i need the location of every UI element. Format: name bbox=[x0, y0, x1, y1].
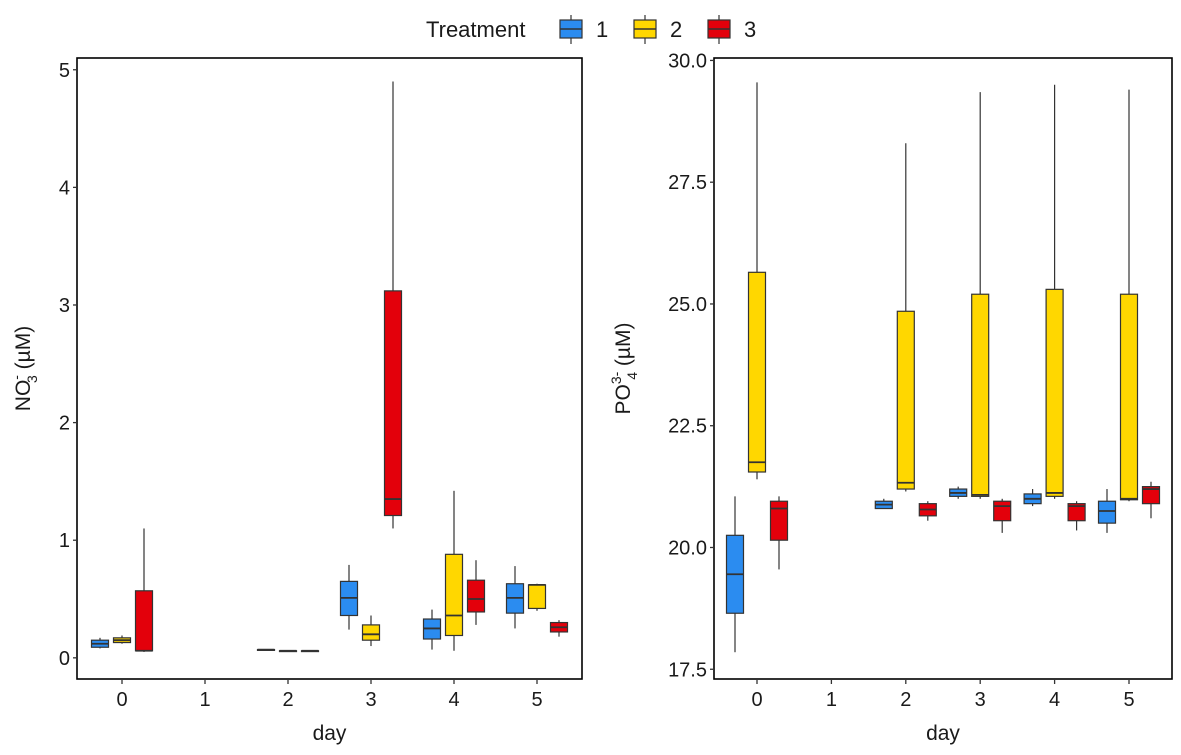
phosphate-ytick-label: 30.0 bbox=[668, 50, 707, 72]
nitrate-box-day0-t1 bbox=[90, 637, 110, 649]
nitrate-xtick-label: 3 bbox=[365, 689, 376, 711]
nitrate-box-day3-t3-iqr-box bbox=[383, 290, 403, 517]
phosphate-x-axis-title: day bbox=[926, 722, 960, 745]
nitrate-ytick-label: 5 bbox=[59, 60, 70, 82]
nitrate-xtick-label: 2 bbox=[282, 689, 293, 711]
nitrate-ytick-label: 2 bbox=[59, 413, 70, 435]
legend-key-treatment-3 bbox=[707, 15, 731, 44]
phosphate-xtick-label: 0 bbox=[751, 689, 762, 711]
phosphate-y-axis-title-main: PO bbox=[612, 384, 635, 414]
nitrate-ytick-label: 3 bbox=[59, 295, 70, 317]
phosphate-ytick-label: 17.5 bbox=[668, 659, 707, 681]
phosphate-box-day0-t3 bbox=[769, 496, 789, 570]
nitrate-y-axis-title-main: NO bbox=[12, 380, 35, 412]
nitrate-box-day2-t2 bbox=[278, 649, 298, 653]
phosphate-box-day5-t1 bbox=[1097, 489, 1117, 533]
nitrate-xtick-label: 1 bbox=[199, 689, 210, 711]
nitrate-box-day2-t1 bbox=[256, 648, 276, 651]
nitrate-ytick-label: 0 bbox=[59, 648, 70, 670]
phosphate-box-day4-t2-iqr-box bbox=[1045, 288, 1064, 497]
nitrate-xtick-label: 5 bbox=[531, 689, 542, 711]
nitrate-box-day3-t2-iqr-box bbox=[361, 624, 381, 641]
nitrate-y-axis-title-sup: - bbox=[8, 375, 24, 380]
phosphate-box-day0-t1 bbox=[725, 496, 745, 653]
phosphate-y-axis-title: PO3-4 (µM) bbox=[608, 322, 640, 414]
phosphate-ytick-label: 27.5 bbox=[668, 172, 707, 194]
nitrate-ytick-label: 4 bbox=[59, 177, 70, 199]
nitrate-box-day4-t2 bbox=[444, 490, 464, 651]
nitrate-box-day4-t3 bbox=[466, 560, 486, 625]
phosphate-xtick-label: 3 bbox=[975, 689, 986, 711]
nitrate-box-day4-t1 bbox=[422, 609, 442, 650]
phosphate-ytick-label: 22.5 bbox=[668, 416, 707, 438]
phosphate-box-day2-t2-iqr-box bbox=[896, 310, 915, 490]
phosphate-box-day2-t3 bbox=[918, 501, 937, 521]
phosphate-box-day3-t1 bbox=[949, 486, 968, 499]
phosphate-y-axis-title-unit: (µM) bbox=[612, 322, 635, 371]
phosphate-box-day5-t3 bbox=[1141, 481, 1161, 519]
phosphate-box-day5-t3-iqr-box bbox=[1141, 486, 1161, 505]
nitrate-xtick-label: 0 bbox=[116, 689, 127, 711]
nitrate-box-day3-t2 bbox=[361, 615, 381, 647]
phosphate-box-day2-t1 bbox=[874, 498, 893, 510]
legend-label-2: 2 bbox=[670, 17, 682, 42]
phosphate-box-day3-t2 bbox=[971, 92, 990, 499]
phosphate-xtick-label: 2 bbox=[900, 689, 911, 711]
nitrate-box-day4-t2-iqr-box bbox=[444, 553, 464, 637]
phosphate-xtick-label: 5 bbox=[1123, 689, 1134, 711]
phosphate-box-day5-t1-iqr-box bbox=[1097, 500, 1117, 524]
phosphate-ytick-label: 20.0 bbox=[668, 537, 707, 559]
nitrate-box-day3-t1 bbox=[339, 564, 359, 630]
nitrate-box-day0-t3 bbox=[134, 528, 154, 652]
phosphate-box-day3-t3 bbox=[993, 498, 1012, 533]
legend-label-3: 3 bbox=[744, 17, 756, 42]
phosphate-y-axis-title-sub: 4 bbox=[624, 372, 640, 380]
phosphate-xtick-label: 1 bbox=[826, 689, 837, 711]
nitrate-box-day5-t1 bbox=[505, 566, 525, 629]
phosphate-y-axis-title-sup: 3- bbox=[608, 371, 624, 384]
phosphate-box-day0-t3-iqr-box bbox=[769, 500, 789, 541]
nitrate-box-day0-t3-iqr-box bbox=[134, 590, 154, 652]
legend-key-treatment-1 bbox=[559, 15, 583, 44]
phosphate-box-day0-t2-iqr-box bbox=[747, 271, 767, 473]
nitrate-y-axis-title-sub: 3 bbox=[24, 375, 40, 383]
phosphate-xtick-label: 4 bbox=[1049, 689, 1060, 711]
nitrate-box-day0-t2 bbox=[112, 635, 132, 644]
nitrate-y-axis-title: NO-3 (µM) bbox=[8, 326, 40, 411]
phosphate-ytick-label: 25.0 bbox=[668, 294, 707, 316]
nitrate-box-day5-t2-iqr-box bbox=[527, 584, 547, 610]
phosphate-plot-frame bbox=[713, 57, 1173, 680]
phosphate-box-day3-t3-iqr-box bbox=[993, 500, 1012, 522]
phosphate-box-day4-t3 bbox=[1067, 501, 1086, 531]
phosphate-box-day3-t2-iqr-box bbox=[971, 293, 990, 497]
nitrate-box-day4-t3-iqr-box bbox=[466, 579, 486, 613]
nitrate-plot-frame bbox=[76, 57, 583, 680]
legend-title: Treatment bbox=[426, 17, 525, 42]
nitrate-ytick-label: 1 bbox=[59, 530, 70, 552]
legend-label-1: 1 bbox=[596, 17, 608, 42]
nitrate-box-day5-t3 bbox=[549, 620, 569, 637]
nitrate-xtick-label: 4 bbox=[448, 689, 459, 711]
nitrate-y-axis-title-unit: (µM) bbox=[12, 326, 35, 375]
phosphate-box-day0-t2 bbox=[747, 82, 767, 480]
nitrate-box-day2-t3 bbox=[300, 649, 320, 653]
nitrate-x-axis-title: day bbox=[313, 722, 347, 745]
phosphate-box-day4-t1 bbox=[1023, 489, 1042, 507]
phosphate-box-day5-t2 bbox=[1119, 89, 1139, 502]
phosphate-box-day5-t2-iqr-box bbox=[1119, 293, 1139, 501]
phosphate-box-day4-t2 bbox=[1045, 84, 1064, 499]
legend: Treatment 1 2 3 bbox=[426, 15, 756, 44]
phosphate-box-day2-t2 bbox=[896, 143, 915, 492]
phosphate-box-day4-t3-iqr-box bbox=[1067, 503, 1086, 522]
legend-key-treatment-2 bbox=[633, 15, 657, 44]
nitrate-box-day5-t2 bbox=[527, 583, 547, 611]
nitrate-box-day3-t3 bbox=[383, 81, 403, 529]
